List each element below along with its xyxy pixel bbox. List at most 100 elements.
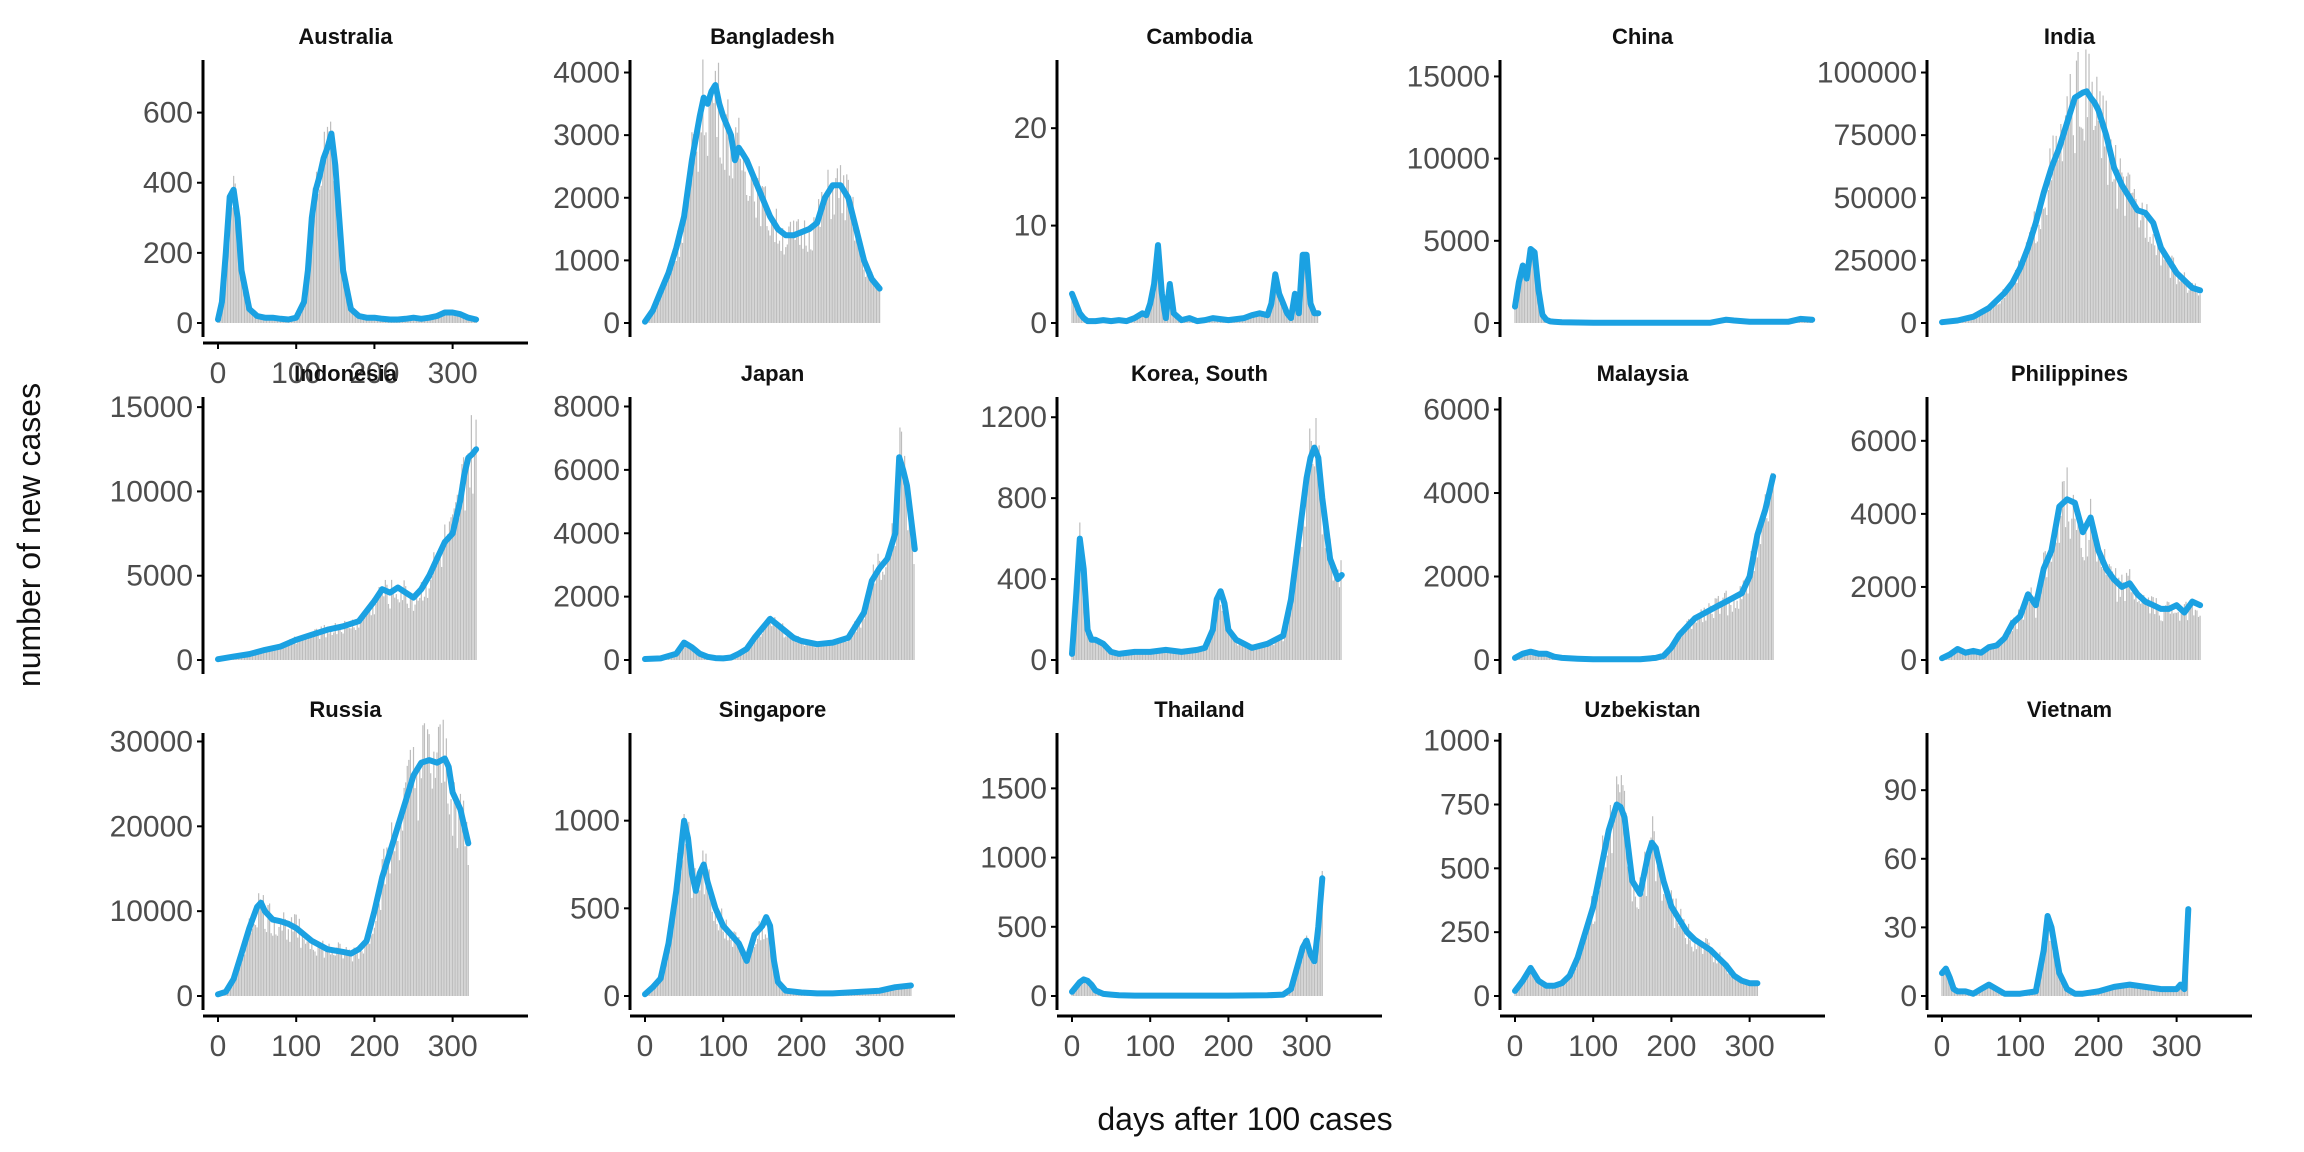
x-tick-label: 300	[2152, 1030, 2202, 1063]
y-tick-label: 250	[1440, 916, 1490, 949]
y-tick-label: 0	[176, 644, 193, 677]
smoothed-line-thailand	[1069, 875, 1326, 999]
y-tick-label: 0	[1473, 307, 1490, 340]
smoothed-line-uzbekistan	[1512, 801, 1761, 994]
y-tick-label: 5000	[1423, 225, 1490, 258]
panel-title-australia: Australia	[298, 24, 393, 49]
y-tick-label: 600	[143, 97, 193, 130]
y-tick-label: 30000	[110, 725, 193, 758]
x-tick-label: 300	[428, 1030, 478, 1063]
y-tick-label: 20	[1014, 112, 1047, 145]
y-tick-label: 500	[570, 892, 620, 925]
y-tick-label: 10000	[1407, 143, 1490, 176]
panel-singapore: Singapore 0 500 1000 0 100 200 300	[553, 697, 955, 1063]
panel-korea-south: Korea, South 0 400 800 1200	[980, 361, 1345, 677]
daily-bars-thailand	[1071, 870, 1323, 996]
y-tick-label: 1000	[1423, 725, 1490, 758]
daily-bars-philippines	[1941, 467, 2201, 660]
panel-title-japan: Japan	[741, 361, 805, 386]
daily-bars-malaysia	[1514, 472, 1774, 660]
y-tick-label: 6000	[1850, 425, 1917, 458]
y-tick-label: 500	[997, 911, 1047, 944]
panel-china: China 0 5000 10000 15000	[1407, 24, 1816, 340]
panel-title-thailand: Thailand	[1154, 697, 1244, 722]
panel-title-bangladesh: Bangladesh	[710, 24, 835, 49]
x-tick-label: 0	[1934, 1030, 1951, 1063]
x-tick-label: 0	[1064, 1030, 1081, 1063]
daily-bars-bangladesh	[644, 59, 881, 323]
panel-philippines: Philippines 0 2000 4000 6000	[1850, 361, 2204, 677]
y-tick-label: 1000	[980, 842, 1047, 875]
y-tick-label: 0	[1030, 644, 1047, 677]
y-tick-label: 0	[1030, 307, 1047, 340]
panel-title-singapore: Singapore	[719, 697, 827, 722]
y-tick-label: 10000	[110, 475, 193, 508]
y-tick-label: 0	[1900, 644, 1917, 677]
daily-bars-uzbekistan	[1514, 775, 1759, 996]
y-tick-label: 50000	[1834, 182, 1917, 215]
smoothed-line-china	[1512, 246, 1816, 326]
y-tick-label: 0	[1473, 644, 1490, 677]
x-tick-label: 0	[210, 1030, 227, 1063]
y-tick-label: 60	[1884, 843, 1917, 876]
y-tick-label: 0	[1900, 980, 1917, 1013]
panel-title-philippines: Philippines	[2011, 361, 2128, 386]
x-tick-label: 100	[271, 357, 321, 390]
y-tick-label: 10	[1014, 210, 1047, 243]
panel-title-russia: Russia	[309, 697, 382, 722]
y-tick-label: 25000	[1834, 244, 1917, 277]
y-tick-label: 0	[1473, 980, 1490, 1013]
y-tick-label: 500	[1440, 852, 1490, 885]
panel-title-indonesia: Indonesia	[294, 361, 397, 386]
y-tick-label: 1000	[553, 805, 620, 838]
daily-bars-china	[1514, 247, 1813, 323]
y-tick-label: 30	[1884, 911, 1917, 944]
panel-title-india: India	[2044, 24, 2096, 49]
smoothed-line-bangladesh	[642, 82, 883, 325]
y-tick-label: 5000	[126, 560, 193, 593]
smoothed-line-india	[1939, 88, 2204, 326]
y-tick-label: 2000	[553, 182, 620, 215]
panel-title-korea-south: Korea, South	[1131, 361, 1268, 386]
panel-title-uzbekistan: Uzbekistan	[1584, 697, 1700, 722]
smoothed-line-malaysia	[1512, 473, 1777, 663]
panel-title-malaysia: Malaysia	[1597, 361, 1689, 386]
smoothed-line-korea-south	[1069, 444, 1345, 657]
y-tick-label: 10000	[110, 895, 193, 928]
x-tick-label: 100	[1995, 1030, 2045, 1063]
y-tick-label: 4000	[1850, 498, 1917, 531]
y-tick-label: 0	[1030, 980, 1047, 1013]
x-axis-label: days after 100 cases	[1097, 1101, 1392, 1137]
y-tick-label: 90	[1884, 774, 1917, 807]
panel-uzbekistan: Uzbekistan 0 250 500 750 1000 0 100 200 300	[1423, 697, 1825, 1063]
smoothed-line-singapore	[642, 817, 914, 998]
y-tick-label: 0	[603, 644, 620, 677]
daily-bars-russia	[217, 719, 469, 996]
x-tick-label: 200	[349, 357, 399, 390]
x-tick-label: 300	[855, 1030, 905, 1063]
smoothed-line-australia	[215, 130, 480, 323]
y-tick-label: 6000	[1423, 394, 1490, 427]
y-tick-label: 800	[997, 482, 1047, 515]
y-tick-label: 8000	[553, 391, 620, 424]
y-tick-label: 0	[176, 980, 193, 1013]
x-tick-label: 100	[1568, 1030, 1618, 1063]
y-tick-label: 2000	[553, 581, 620, 614]
y-tick-label: 1500	[980, 772, 1047, 805]
x-tick-label: 100	[271, 1030, 321, 1063]
y-tick-label: 200	[143, 237, 193, 270]
x-tick-label: 200	[776, 1030, 826, 1063]
x-tick-label: 0	[210, 357, 227, 390]
y-tick-label: 1000	[553, 244, 620, 277]
panel-thailand: Thailand 0 500 1000 1500 0 100 200 300	[980, 697, 1382, 1063]
y-tick-label: 1200	[980, 401, 1047, 434]
x-tick-label: 300	[1725, 1030, 1775, 1063]
panel-indonesia: Indonesia 0 5000 10000 15000	[110, 361, 480, 677]
smoothed-line-cambodia	[1069, 242, 1322, 325]
x-tick-label: 200	[1646, 1030, 1696, 1063]
x-tick-label: 0	[637, 1030, 654, 1063]
y-tick-label: 3000	[553, 119, 620, 152]
x-tick-label: 100	[698, 1030, 748, 1063]
